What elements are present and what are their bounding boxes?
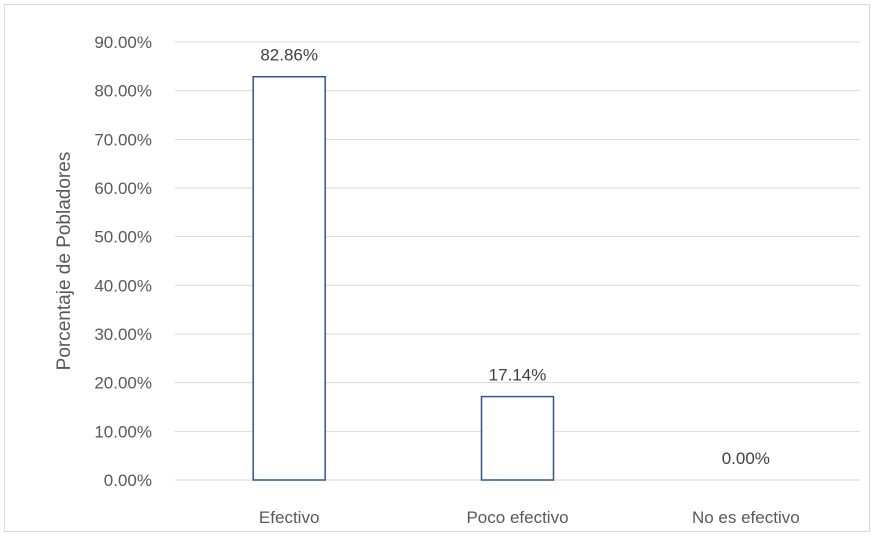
data-label: 17.14% [489,366,547,385]
bars [252,75,555,481]
y-tick-label: 80.00% [94,82,152,101]
data-label: 82.86% [260,46,318,65]
y-axis-tick-labels: 0.00% 10.00% 20.00% 30.00% 40.00% 50.00% 60.00… [94,33,152,490]
bar [252,75,326,481]
y-tick-label: 50.00% [94,228,152,247]
y-tick-label: 0.00% [104,471,152,490]
x-axis-category-labels: Efectivo Poco efectivo No es efectivo [259,508,800,527]
category-label: No es efectivo [692,508,800,527]
y-tick-label: 20.00% [94,374,152,393]
y-tick-label: 40.00% [94,276,152,295]
bar [480,395,555,481]
data-label: 0.00% [722,449,770,468]
y-tick-label: 70.00% [94,130,152,149]
y-tick-label: 90.00% [94,33,152,52]
y-tick-label: 30.00% [94,325,152,344]
y-axis-title: Porcentaje de Pobladores [54,152,75,371]
y-tick-label: 10.00% [94,422,152,441]
category-label: Poco efectivo [466,508,568,527]
data-labels: 82.86% 17.14% 0.00% [260,46,770,468]
chart-area [4,4,870,532]
y-tick-label: 60.00% [94,179,152,198]
category-label: Efectivo [259,508,319,527]
